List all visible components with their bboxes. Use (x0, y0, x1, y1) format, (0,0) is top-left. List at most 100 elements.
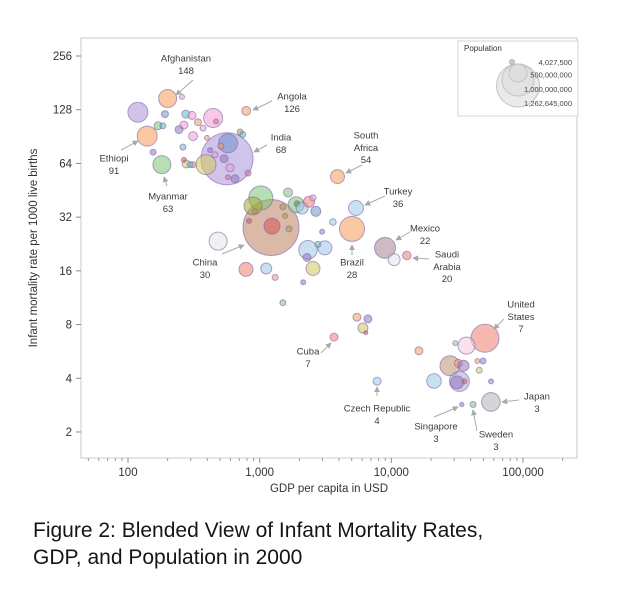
bubble[interactable] (461, 378, 468, 385)
annotation-arrow (253, 144, 268, 153)
bubble[interactable] (217, 142, 225, 150)
bubble[interactable] (208, 231, 228, 251)
bubble[interactable] (246, 217, 252, 224)
bubble-saudi-arabia[interactable] (402, 250, 412, 261)
bubble-cuba[interactable] (329, 332, 339, 342)
bubble-chart: 100 1,000 10,000 100,000 GDP per capita in U… (28, 37, 579, 495)
bubble[interactable] (414, 346, 424, 356)
bubble[interactable] (271, 273, 279, 281)
annotation-label: Singapore (414, 422, 457, 433)
bubble[interactable] (352, 312, 362, 322)
bubble[interactable] (230, 174, 240, 184)
bubble[interactable] (219, 154, 229, 164)
bubble[interactable] (204, 134, 210, 141)
annotation-label: 91 (109, 166, 120, 177)
bubble[interactable] (174, 125, 184, 135)
annotation-label: 4 (374, 416, 379, 427)
bubble[interactable] (279, 299, 287, 307)
caption-line2: GDP, and Population in 2000 (33, 546, 303, 569)
bubble[interactable] (363, 314, 373, 324)
bubble[interactable] (260, 262, 273, 275)
bubble[interactable] (149, 148, 157, 156)
bubble[interactable] (426, 373, 442, 389)
bubble[interactable] (285, 225, 293, 233)
bubble[interactable] (488, 378, 494, 385)
bubble-myanmar[interactable] (152, 155, 172, 175)
bubble-south-africa[interactable] (330, 169, 345, 185)
legend-title: Population (464, 44, 502, 53)
bubble[interactable] (211, 151, 219, 159)
legend-entry-label: 4,027,500 (539, 58, 572, 67)
bubble-turkey[interactable] (348, 200, 364, 216)
bubbles-layer (127, 89, 501, 412)
bubble[interactable] (479, 357, 487, 365)
bubble[interactable] (474, 358, 481, 364)
annotation-label: 7 (518, 324, 523, 335)
bubble[interactable] (329, 218, 337, 226)
bubble-singapore[interactable] (459, 401, 465, 408)
bubble[interactable] (363, 330, 369, 336)
bubble[interactable] (194, 118, 202, 127)
bubble[interactable] (305, 261, 321, 276)
bubble-japan[interactable] (481, 392, 501, 412)
x-tick-label: 1,000 (245, 467, 274, 479)
bubble-czech-republic[interactable] (372, 376, 382, 386)
bubble-brazil[interactable] (339, 215, 365, 242)
annotation-label: 20 (442, 274, 453, 285)
bubble[interactable] (309, 194, 317, 202)
bubble-angola[interactable] (241, 105, 252, 116)
bubble[interactable] (475, 366, 483, 374)
bubble[interactable] (179, 93, 185, 100)
bubble[interactable] (244, 169, 252, 177)
annotation-label: Africa (354, 143, 379, 154)
annotation-label: Cuba (297, 347, 320, 358)
annotation-label: 68 (276, 145, 287, 156)
bubble[interactable] (127, 101, 149, 123)
bubble[interactable] (319, 228, 326, 235)
bubble[interactable] (282, 212, 289, 219)
bubble[interactable] (387, 253, 401, 267)
bubble[interactable] (300, 279, 307, 286)
bubble[interactable] (279, 203, 287, 211)
annotation-label: Czech Republic (344, 404, 411, 415)
bubble[interactable] (159, 122, 167, 130)
annotation-label: Japan (524, 392, 550, 403)
x-tick-label: 100,000 (502, 467, 544, 479)
bubble[interactable] (452, 340, 459, 347)
annotation-arrow (162, 176, 169, 187)
bubble[interactable] (203, 108, 224, 128)
bubble[interactable] (225, 163, 235, 173)
bubble[interactable] (302, 253, 312, 262)
bubble[interactable] (310, 205, 322, 217)
legend-size-circle[interactable] (508, 63, 528, 83)
bubble[interactable] (199, 124, 207, 132)
annotation-label: 36 (393, 199, 404, 210)
bubble[interactable] (161, 110, 169, 119)
bubble[interactable] (457, 336, 476, 355)
bubble-ethiopia[interactable] (136, 125, 158, 147)
bubble-afghanistan[interactable] (158, 89, 178, 108)
bubble[interactable] (186, 161, 194, 169)
bubble[interactable] (187, 110, 197, 120)
bubble[interactable] (283, 187, 293, 198)
bubble[interactable] (251, 208, 258, 215)
population-legend[interactable]: Population 4,027,500 500,000,000 1,000,000,… (457, 40, 579, 117)
x-tick-label: 100 (118, 467, 137, 479)
bubble[interactable] (213, 118, 219, 125)
plot-border (80, 37, 578, 459)
bubble[interactable] (225, 174, 231, 181)
legend-size-dot[interactable] (509, 59, 515, 65)
bubble-sweden[interactable] (469, 401, 477, 408)
bubble[interactable] (457, 359, 470, 372)
annotation-arrow (501, 398, 520, 405)
figure-caption: Figure 2: Blended View of Infant Mortali… (33, 517, 593, 571)
bubble[interactable] (207, 147, 214, 154)
bubble[interactable] (179, 143, 187, 151)
bubble[interactable] (180, 156, 187, 163)
bubble[interactable] (314, 240, 322, 248)
bubble[interactable] (238, 261, 254, 277)
bubble-mexico[interactable] (374, 236, 396, 259)
bubble[interactable] (188, 131, 199, 142)
bubble[interactable] (263, 217, 281, 235)
